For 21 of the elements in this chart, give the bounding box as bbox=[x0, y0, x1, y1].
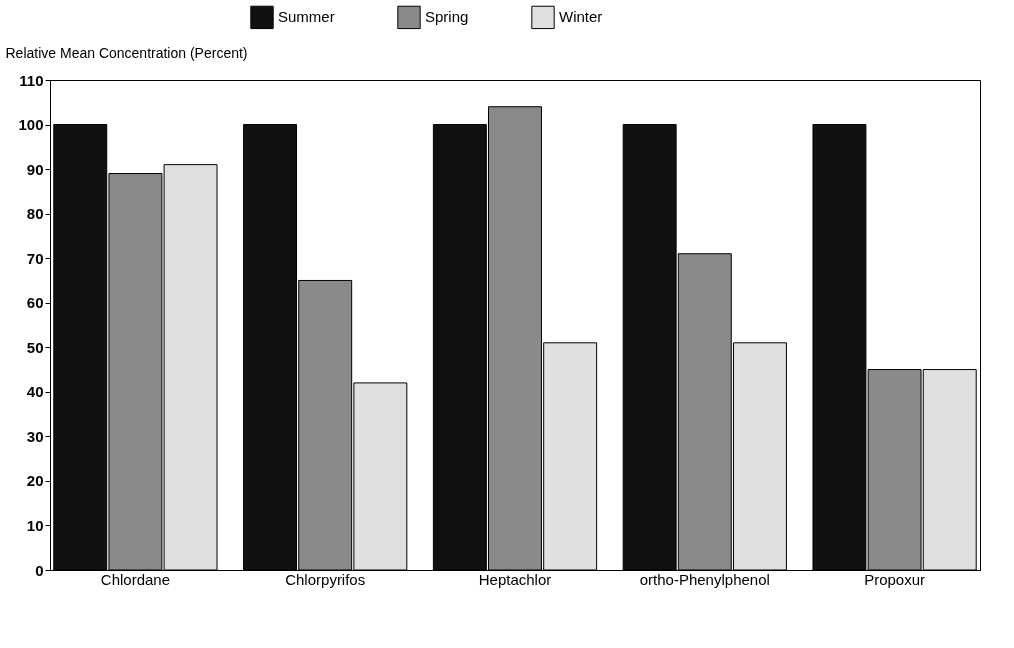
legend-label: Summer bbox=[278, 8, 335, 26]
y-tick-label: 30 bbox=[26, 427, 44, 445]
y-tick-label: 40 bbox=[26, 383, 44, 401]
x-tick-label: Chlorpyrifos bbox=[285, 570, 366, 588]
x-tick-label: Heptachlor bbox=[478, 570, 552, 588]
y-tick-label: 110 bbox=[19, 71, 44, 89]
x-tick-label: ortho-Phenylphenol bbox=[639, 570, 770, 588]
y-axis-title: Relative Mean Concentration (Percent) bbox=[5, 44, 248, 61]
y-tick-label: 10 bbox=[26, 516, 44, 534]
legend-label: Spring bbox=[425, 8, 469, 26]
y-tick-label: 80 bbox=[26, 205, 44, 223]
x-tick-label: Propoxur bbox=[864, 570, 926, 588]
y-tick-label: 70 bbox=[26, 249, 44, 267]
y-tick-label: 60 bbox=[26, 294, 44, 312]
y-tick-label: 90 bbox=[26, 160, 44, 178]
x-tick-label: Chlordane bbox=[100, 570, 171, 588]
y-tick-label: 50 bbox=[26, 338, 44, 356]
legend-label: Winter bbox=[559, 8, 603, 26]
y-tick-label: 20 bbox=[26, 472, 44, 490]
y-tick-label: 0 bbox=[35, 561, 44, 579]
y-tick-label: 100 bbox=[18, 116, 44, 134]
